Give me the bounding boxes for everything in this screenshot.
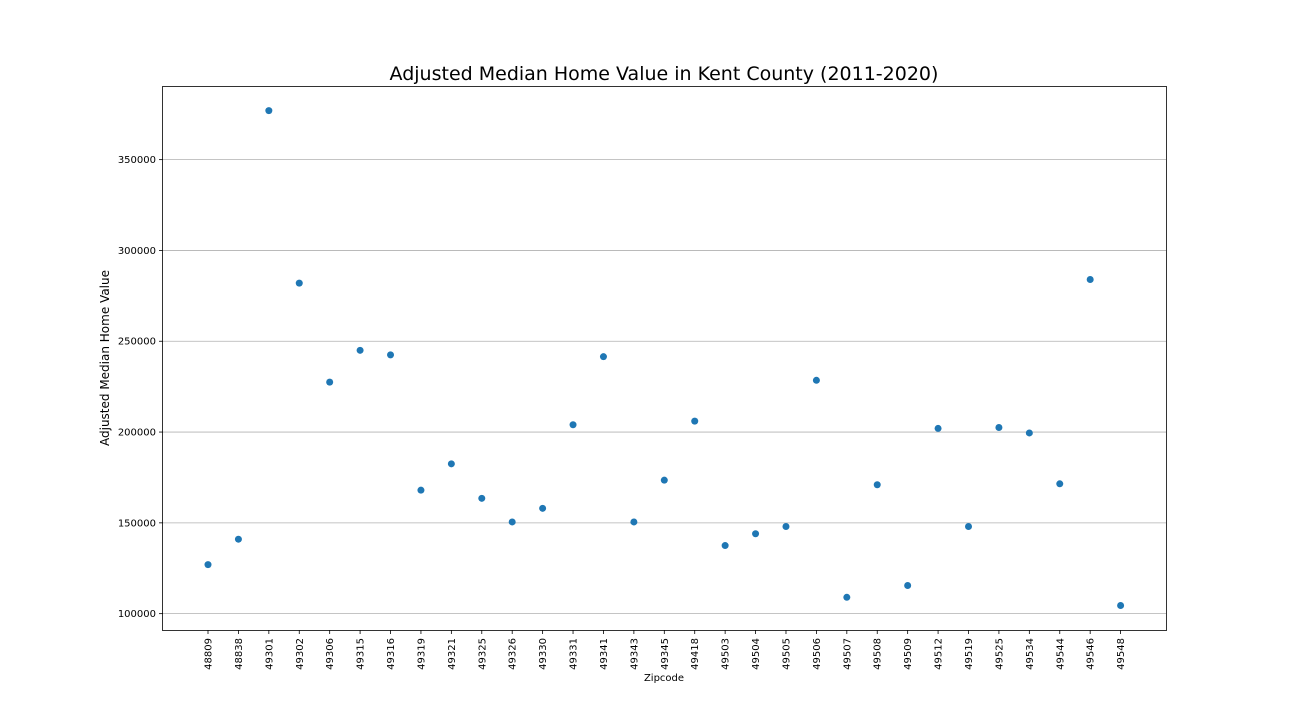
x-tick-label: 49306 xyxy=(325,638,336,670)
data-point-49316 xyxy=(387,351,395,359)
scatter-points xyxy=(204,107,1125,609)
x-tick-label: 49302 xyxy=(295,638,306,670)
x-tick-label: 49326 xyxy=(508,638,519,670)
data-point-49534 xyxy=(1025,429,1033,437)
data-point-49326 xyxy=(508,518,516,526)
data-point-49330 xyxy=(539,504,547,512)
data-point-49519 xyxy=(965,522,972,530)
x-tick-label: 49546 xyxy=(1086,638,1097,670)
x-tick-label: 49505 xyxy=(781,638,792,670)
x-tick-label: 49301 xyxy=(264,638,275,670)
x-tick-label: 49503 xyxy=(721,638,732,670)
x-tick-label: 49508 xyxy=(873,638,884,670)
data-point-49315 xyxy=(356,346,364,354)
x-tick-label: 49506 xyxy=(812,638,823,670)
x-tick-label: 49519 xyxy=(964,638,975,670)
x-tick-label: 49315 xyxy=(356,638,367,670)
y-tick-label: 150000 xyxy=(118,518,156,529)
data-point-49301 xyxy=(265,107,273,115)
x-tick-label: 49507 xyxy=(842,638,853,670)
data-point-49331 xyxy=(569,421,577,429)
x-tick-label: 49525 xyxy=(994,638,1005,670)
data-point-49504 xyxy=(752,530,760,538)
x-tick-label: 49345 xyxy=(660,638,671,670)
x-axis-ticks: 48809 48838 49301 49302 49306 49315 49316 49319… xyxy=(204,630,1127,670)
x-tick-label: 49325 xyxy=(477,638,488,670)
data-point-49505 xyxy=(782,522,790,530)
data-point-49512 xyxy=(934,424,942,432)
data-point-49321 xyxy=(447,460,455,468)
data-point-49319 xyxy=(417,486,425,494)
data-point-49546 xyxy=(1086,276,1094,284)
data-point-49544 xyxy=(1056,480,1064,488)
data-point-49418 xyxy=(691,417,699,425)
x-tick-label: 48838 xyxy=(234,638,245,670)
data-point-48838 xyxy=(234,535,242,543)
x-tick-label: 49331 xyxy=(569,638,580,670)
data-point-49325 xyxy=(478,494,486,502)
data-point-49345 xyxy=(660,476,668,484)
data-point-49508 xyxy=(873,481,881,489)
x-tick-label: 49509 xyxy=(903,638,914,670)
x-tick-label: 49341 xyxy=(599,638,610,670)
plot-frame xyxy=(162,86,1167,631)
data-point-49302 xyxy=(295,279,303,287)
x-tick-label: 49330 xyxy=(538,638,549,670)
data-point-49343 xyxy=(630,518,638,526)
data-point-49509 xyxy=(904,582,912,590)
x-tick-label: 49548 xyxy=(1116,638,1127,670)
x-tick-label: 49418 xyxy=(690,638,701,670)
x-tick-label: 49544 xyxy=(1055,638,1066,670)
data-point-49506 xyxy=(812,376,820,384)
y-tick-label: 300000 xyxy=(118,246,156,257)
y-axis-ticks: 100000 150000 200000 250000 300000 350000 xyxy=(118,155,163,620)
x-tick-label: 49319 xyxy=(416,638,427,670)
data-point-49503 xyxy=(721,542,729,550)
x-tick-label: 49316 xyxy=(386,638,397,670)
y-tick-label: 100000 xyxy=(118,609,156,620)
x-tick-label: 49343 xyxy=(629,638,640,670)
x-tick-label: 49534 xyxy=(1025,638,1036,670)
x-tick-label: 48809 xyxy=(204,638,215,670)
x-tick-label: 49512 xyxy=(934,638,945,670)
data-point-49525 xyxy=(995,424,1003,432)
y-tick-label: 350000 xyxy=(118,155,156,166)
x-tick-label: 49321 xyxy=(447,638,458,670)
y-tick-label: 250000 xyxy=(118,337,156,348)
data-point-49507 xyxy=(843,593,851,601)
y-axis-label: Adjusted Median Home Value xyxy=(98,270,112,446)
x-tick-label: 49504 xyxy=(751,638,762,670)
grid-lines xyxy=(163,159,1166,615)
data-point-49306 xyxy=(326,378,334,386)
data-point-49548 xyxy=(1117,601,1125,609)
data-point-49341 xyxy=(599,353,607,361)
chart-title: Adjusted Median Home Value in Kent Count… xyxy=(390,63,939,85)
y-tick-label: 200000 xyxy=(118,428,156,439)
x-axis-label: Zipcode xyxy=(644,673,684,684)
data-point-48809 xyxy=(204,561,212,569)
